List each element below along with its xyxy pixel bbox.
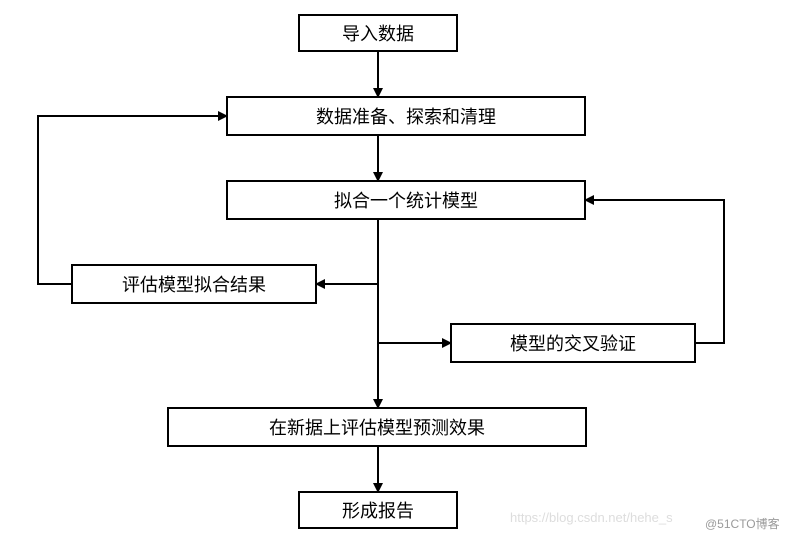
watermark-51cto: @51CTO博客 [705, 515, 780, 532]
node-data-prep: 数据准备、探索和清理 [226, 96, 586, 136]
watermark-csdn: https://blog.csdn.net/hehe_s [510, 510, 673, 525]
node-label: 形成报告 [342, 497, 414, 523]
edge [38, 116, 226, 284]
edge [586, 200, 724, 343]
node-evaluate-fit: 评估模型拟合结果 [71, 264, 317, 304]
node-label: 评估模型拟合结果 [122, 271, 266, 297]
node-import-data: 导入数据 [298, 14, 458, 52]
node-label: 数据准备、探索和清理 [316, 103, 496, 129]
node-fit-model: 拟合一个统计模型 [226, 180, 586, 220]
node-cross-validation: 模型的交叉验证 [450, 323, 696, 363]
node-label: 拟合一个统计模型 [334, 187, 478, 213]
node-label: 导入数据 [342, 20, 414, 46]
node-report: 形成报告 [298, 491, 458, 529]
node-evaluate-new-data: 在新据上评估模型预测效果 [167, 407, 587, 447]
node-label: 在新据上评估模型预测效果 [269, 414, 485, 440]
node-label: 模型的交叉验证 [510, 330, 636, 356]
